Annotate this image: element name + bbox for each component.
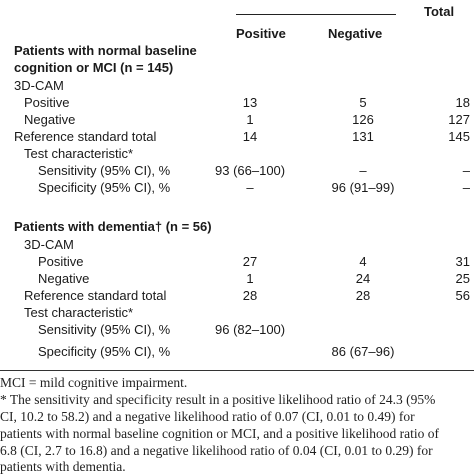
row-label: Negative — [24, 112, 76, 127]
cell-negative: 126 — [352, 112, 374, 127]
section1-title-text2: cognition or MCI (n = 145) — [14, 60, 174, 75]
row-label: Reference standard total — [24, 288, 167, 303]
footnote-line: patients with dementia. — [0, 459, 126, 474]
cell-negative: 86 (67–96) — [331, 344, 395, 359]
footnote-line: patients with normal baseline cognition … — [0, 426, 440, 441]
row-label: Reference standard total — [14, 129, 157, 144]
row-label: Sensitivity (95% CI), % — [38, 322, 171, 337]
cell-total: 25 — [455, 271, 470, 286]
row-label: Specificity (95% CI), % — [38, 344, 171, 359]
cell-positive: 27 — [242, 254, 258, 269]
cell-positive: 96 (82–100) — [215, 322, 286, 337]
cell-positive: 28 — [242, 288, 258, 303]
section1-title-text1: Patients with normal baseline — [14, 43, 197, 58]
cell-positive: 14 — [242, 129, 258, 144]
cell-negative: 96 (91–99) — [331, 180, 395, 195]
cell-positive: – — [246, 180, 254, 195]
cell-positive: 93 (66–100) — [215, 163, 286, 178]
footnote-line: 6.8 (CI, 2.7 to 16.8) and a negative lik… — [0, 443, 433, 458]
cell-negative: 28 — [355, 288, 371, 303]
col-header-negative: Negative — [328, 26, 383, 41]
row-label: Sensitivity (95% CI), % — [38, 163, 171, 178]
footnote-abbreviation: MCI = mild cognitive impairment. — [0, 375, 188, 390]
cell-total: – — [462, 180, 470, 195]
col-header-total: Total — [424, 4, 455, 19]
row-label: Test characteristic* — [24, 305, 134, 320]
cell-negative: 131 — [352, 129, 374, 144]
footnote-line: * The sensitivity and specificity result… — [0, 392, 436, 407]
row-label: Test characteristic* — [24, 146, 134, 161]
cell-total: – — [462, 163, 470, 178]
row-label: Positive — [24, 95, 70, 110]
row-label: Positive — [38, 254, 84, 269]
cell-negative: – — [359, 163, 367, 178]
cell-positive: 1 — [246, 271, 254, 286]
table-bottom-rule — [0, 370, 474, 371]
cell-total: 18 — [455, 95, 470, 110]
section1-cam-text: 3D-CAM — [14, 78, 64, 93]
footnote-line: CI, 10.2 to 58.2) and a negative likelih… — [0, 409, 415, 424]
row-label: Negative — [38, 271, 90, 286]
section2-title-text: Patients with dementia† (n = 56) — [14, 219, 212, 234]
cell-total: 31 — [455, 254, 470, 269]
cell-total: 145 — [448, 129, 470, 144]
col-header-positive: Positive — [236, 26, 286, 41]
cell-negative: 4 — [359, 254, 367, 269]
cell-positive: 13 — [242, 95, 258, 110]
cell-negative: 5 — [359, 95, 367, 110]
cell-positive: 1 — [246, 112, 254, 127]
cell-total: 127 — [448, 112, 470, 127]
section2-cam-text: 3D-CAM — [24, 237, 74, 252]
row-label: Specificity (95% CI), % — [38, 180, 171, 195]
cell-negative: 24 — [355, 271, 371, 286]
cell-total: 56 — [455, 288, 470, 303]
header-rule — [236, 14, 396, 15]
